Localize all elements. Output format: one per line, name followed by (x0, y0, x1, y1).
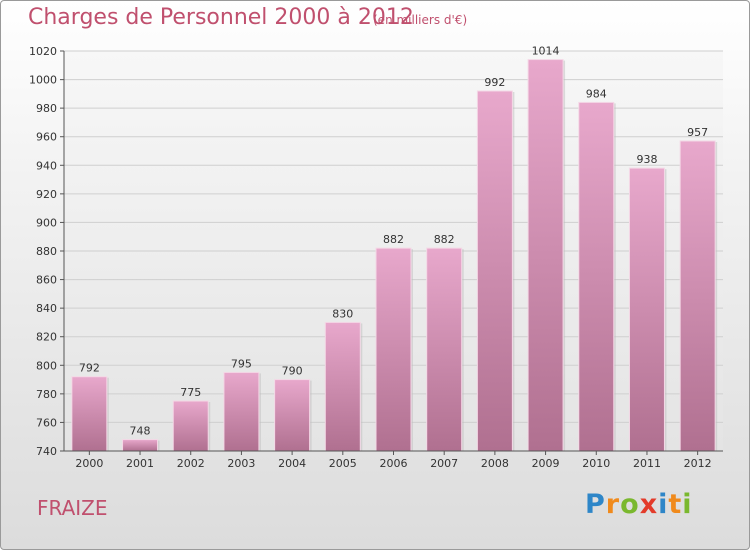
bars-group: 792 748 775 795 790 830 882 882 992 1014 984 938 957 (71, 45, 718, 452)
bar-value-label: 792 (79, 362, 100, 375)
y-axis: 740 760 780 800 820 840 860 880 900 920 940 960 980 1… (29, 45, 65, 458)
y-tick-label: 940 (36, 159, 57, 172)
bar (476, 90, 513, 452)
bar-value-label: 938 (636, 153, 657, 166)
bar-value-label: 882 (383, 233, 404, 246)
bar (426, 247, 463, 452)
bar (375, 247, 412, 452)
x-tick-label: 2010 (582, 457, 610, 470)
bar-value-label: 795 (231, 357, 252, 370)
y-tick-label: 820 (36, 331, 57, 344)
y-tick-label: 1000 (29, 74, 57, 87)
x-tick-label: 2008 (481, 457, 509, 470)
bar-value-label: 775 (180, 386, 201, 399)
x-tick-label: 2012 (684, 457, 712, 470)
logo-letter: P (585, 489, 606, 520)
bar (223, 371, 260, 452)
bar (324, 321, 361, 452)
bar-value-label: 748 (130, 425, 151, 438)
bar-value-label: 790 (282, 365, 303, 378)
y-tick-label: 760 (36, 416, 57, 429)
commune-name: FRAIZE (37, 496, 108, 520)
bar-value-label: 984 (586, 87, 607, 100)
bar-value-label: 957 (687, 126, 708, 139)
bar (172, 400, 209, 452)
bar-value-label: 882 (434, 233, 455, 246)
bar-value-label: 1014 (532, 45, 560, 58)
y-tick-label: 880 (36, 245, 57, 258)
bar (578, 101, 615, 452)
y-tick-label: 980 (36, 102, 57, 115)
y-tick-label: 780 (36, 388, 57, 401)
x-tick-label: 2009 (532, 457, 560, 470)
y-tick-label: 840 (36, 302, 57, 315)
x-tick-label: 2006 (380, 457, 408, 470)
bar (122, 439, 159, 452)
y-tick-label: 800 (36, 359, 57, 372)
x-tick-label: 2004 (278, 457, 306, 470)
logo-letter: o (620, 489, 640, 520)
logo-letter: t (668, 489, 683, 520)
chart-subtitle: (en milliers d'€) (373, 13, 468, 27)
y-tick-label: 960 (36, 131, 57, 144)
proxiti-logo: Proxiti (585, 489, 693, 520)
bar-value-label: 830 (332, 307, 353, 320)
logo-letter: i (658, 489, 669, 520)
x-tick-label: 2007 (430, 457, 458, 470)
y-tick-label: 920 (36, 188, 57, 201)
bar (628, 167, 665, 452)
x-tick-label: 2003 (227, 457, 255, 470)
x-tick-label: 2000 (75, 457, 103, 470)
x-axis: 2000 2001 2002 2003 2004 2005 2006 2007 2008 2009… (64, 450, 723, 470)
bar (527, 59, 564, 452)
x-tick-label: 2005 (329, 457, 357, 470)
logo-letter: i (682, 489, 693, 520)
y-tick-label: 900 (36, 216, 57, 229)
logo-letter: x (639, 489, 659, 520)
x-tick-label: 2002 (177, 457, 205, 470)
y-tick-label: 1020 (29, 45, 57, 58)
y-tick-label: 740 (36, 445, 57, 458)
y-tick-label: 860 (36, 274, 57, 287)
chart-title: Charges de Personnel 2000 à 2012 (28, 5, 414, 30)
logo-letter: r (605, 489, 621, 520)
bar-value-label: 992 (484, 76, 505, 89)
x-tick-label: 2011 (633, 457, 661, 470)
bar (71, 376, 108, 452)
x-tick-label: 2001 (126, 457, 154, 470)
bar (274, 379, 311, 452)
bar (679, 140, 716, 452)
